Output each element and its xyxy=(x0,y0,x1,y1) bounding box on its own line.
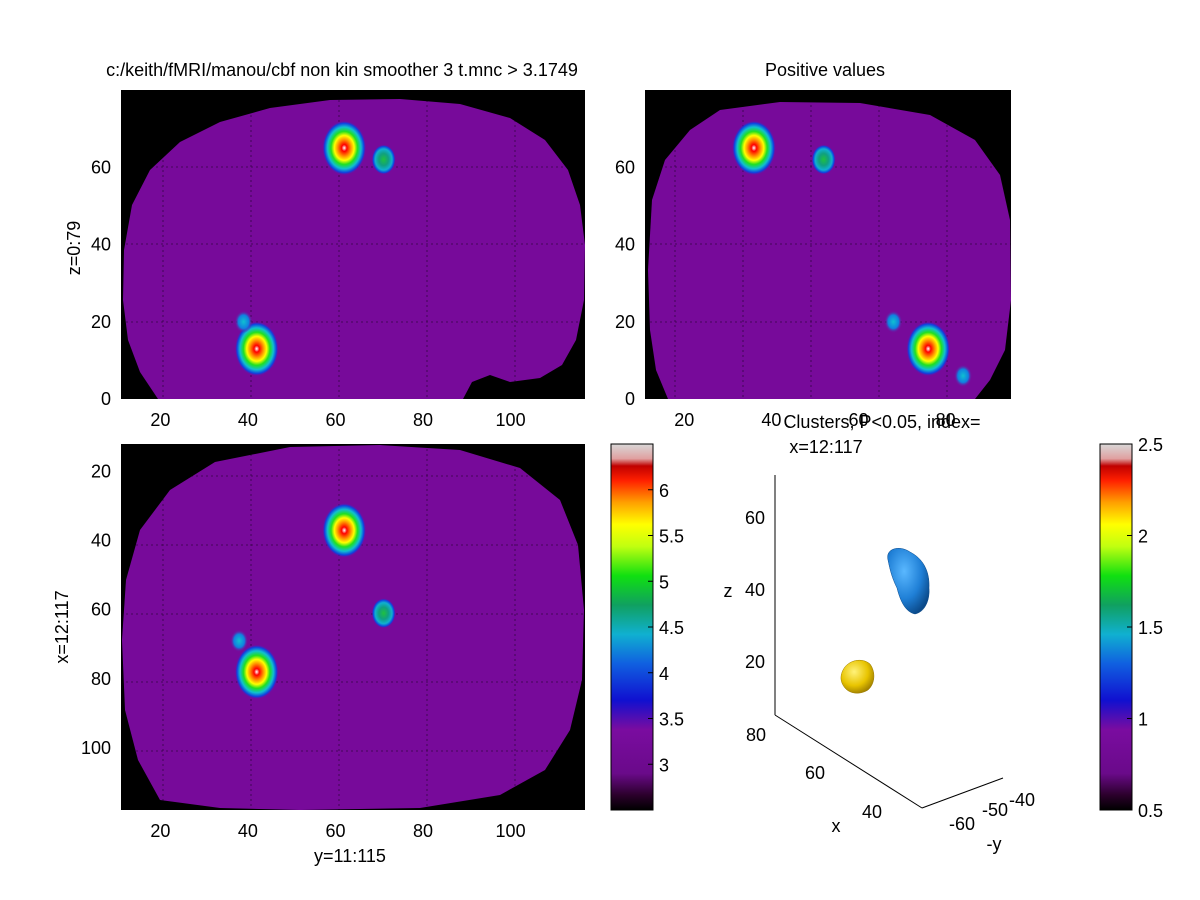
cluster-xtick-0: 40 xyxy=(862,802,882,822)
cluster-colorbar-ticklabel-3: 2 xyxy=(1138,527,1148,547)
cluster-zlabel: z xyxy=(724,581,733,601)
axial-xtick-4: 100 xyxy=(496,821,526,841)
coronal-ytick-1: 20 xyxy=(615,312,635,332)
coronal-xtick-3: 80 xyxy=(936,410,956,430)
coronal-blob-4 xyxy=(954,364,973,388)
sagittal-blob-1 xyxy=(371,144,396,175)
sagittal-xtick-2: 60 xyxy=(325,410,345,430)
sagittal-blob-3 xyxy=(234,310,253,333)
cluster-colorbar-ticklabel-2: 1.5 xyxy=(1138,618,1163,638)
cluster-xlabel: x xyxy=(832,816,841,836)
cluster-blue xyxy=(887,548,930,615)
sagittal-xtick-0: 20 xyxy=(150,410,170,430)
coronal-xtick-1: 40 xyxy=(761,410,781,430)
cluster-xtick-1: 60 xyxy=(805,763,825,783)
sagittal-blob-0 xyxy=(322,120,367,176)
cluster-colorbar-ticklabel-4: 2.5 xyxy=(1138,435,1163,455)
cluster-colorbar-ticklabel-1: 1 xyxy=(1138,710,1148,730)
sagittal-blobs xyxy=(234,120,396,377)
axial-ytick-4: 100 xyxy=(81,738,111,758)
axial-blob-3 xyxy=(230,629,249,653)
axial-ylabel: x=12:117 xyxy=(52,590,72,663)
clusters-axes xyxy=(774,475,1004,809)
sagittal-ytick-1: 20 xyxy=(91,312,111,332)
cluster-ztick-0: 20 xyxy=(745,652,765,672)
sagittal-ytick-3: 60 xyxy=(91,157,111,177)
coronal-ytick-3: 60 xyxy=(615,157,635,177)
axial-xlabel: y=11:115 xyxy=(314,846,386,866)
axial-blob-2 xyxy=(234,644,279,700)
cluster-ztick-1: 40 xyxy=(745,580,765,600)
axial-ytick-3: 80 xyxy=(91,669,111,689)
cluster-colorbar-ticklabel-0: 0.5 xyxy=(1138,801,1163,821)
t-colorbar: 3 3.5 4 4.5 5 5.5 6 xyxy=(610,443,684,811)
axial-ytick-2: 60 xyxy=(91,600,111,620)
cluster-colorbar: 0.5 1 1.5 2 2.5 xyxy=(1099,435,1163,821)
cluster-yellow xyxy=(840,659,875,694)
coronal-title: Positive values xyxy=(765,60,885,80)
axial-xtick-1: 40 xyxy=(238,821,258,841)
axial-blob-0 xyxy=(322,502,367,558)
axial-ytick-0: 20 xyxy=(91,462,111,482)
t-colorbar-ramp xyxy=(610,443,654,811)
t-colorbar-ticklabel-2: 4 xyxy=(659,664,669,684)
sagittal-ytick-2: 40 xyxy=(91,235,111,255)
cluster-ytick-0: -60 xyxy=(949,814,975,834)
axial-ticks: 20 40 60 80 100 20 40 60 80 100 xyxy=(81,462,526,841)
cluster-ylabel: -y xyxy=(987,834,1002,854)
t-colorbar-ticks: 3 3.5 4 4.5 5 5.5 6 xyxy=(648,481,684,775)
clusters-subtitle: x=12:117 xyxy=(789,437,862,457)
coronal-xtick-2: 60 xyxy=(848,410,868,430)
sagittal-ticks: 20 40 60 80 100 0 20 40 60 xyxy=(91,157,526,430)
cluster-ytick-1: -50 xyxy=(982,800,1008,820)
sagittal-title: c:/keith/fMRI/manou/cbf non kin smoother… xyxy=(106,60,578,80)
coronal-blob-1 xyxy=(811,144,836,175)
sagittal-xtick-1: 40 xyxy=(238,410,258,430)
coronal-panel: 20 40 60 80 0 20 40 60 Positive values xyxy=(615,60,1011,430)
coronal-blob-0 xyxy=(731,120,776,176)
axial-xtick-3: 80 xyxy=(413,821,433,841)
x-axis-line xyxy=(774,714,923,809)
sagittal-xtick-3: 80 xyxy=(413,410,433,430)
t-colorbar-ticklabel-4: 5 xyxy=(659,572,669,592)
t-colorbar-ticklabel-1: 3.5 xyxy=(659,710,684,730)
coronal-blob-2 xyxy=(906,321,951,377)
axial-blobs xyxy=(230,502,396,700)
axial-panel: 20 40 60 80 100 20 40 60 80 100 y=11:115 x=12:117 xyxy=(52,444,585,866)
t-colorbar-ticklabel-5: 5.5 xyxy=(659,527,684,547)
coronal-xtick-0: 20 xyxy=(674,410,694,430)
t-colorbar-ticklabel-3: 4.5 xyxy=(659,618,684,638)
coronal-ticks: 20 40 60 80 0 20 40 60 xyxy=(615,157,956,430)
sagittal-panel: 20 40 60 80 100 0 20 40 60 c:/keith/fMRI/manou/c… xyxy=(64,60,585,430)
clusters-title: Clusters, P<0.05, index= xyxy=(783,412,980,432)
cluster-ytick-2: -40 xyxy=(1009,790,1035,810)
t-colorbar-ticklabel-6: 6 xyxy=(659,481,669,501)
axial-blob-1 xyxy=(371,598,396,629)
sagittal-xtick-4: 100 xyxy=(496,410,526,430)
cluster-ztick-2: 60 xyxy=(745,508,765,528)
cluster-xtick-2: 80 xyxy=(746,725,766,745)
cluster-colorbar-ramp xyxy=(1099,443,1133,811)
sagittal-blob-2 xyxy=(234,321,279,377)
axial-brain-slice xyxy=(122,445,584,810)
clusters-panel: Clusters, P<0.05, index= x=12:117 20 40 60… xyxy=(724,412,1036,854)
coronal-ytick-2: 40 xyxy=(615,235,635,255)
coronal-blobs xyxy=(731,120,973,388)
sagittal-ylabel: z=0:79 xyxy=(64,221,84,276)
axial-xtick-2: 60 xyxy=(325,821,345,841)
coronal-ytick-0: 0 xyxy=(625,389,635,409)
coronal-blob-3 xyxy=(884,310,903,333)
sagittal-ytick-0: 0 xyxy=(101,389,111,409)
axial-ytick-1: 40 xyxy=(91,531,111,551)
t-colorbar-ticklabel-0: 3 xyxy=(659,755,669,775)
axial-xtick-0: 20 xyxy=(150,821,170,841)
cluster-colorbar-ticks: 0.5 1 1.5 2 2.5 xyxy=(1127,435,1163,821)
clusters-ticks: 20 40 60 40 60 80 -60 -50 -40 xyxy=(745,508,1035,834)
y-axis-line xyxy=(921,777,1004,809)
